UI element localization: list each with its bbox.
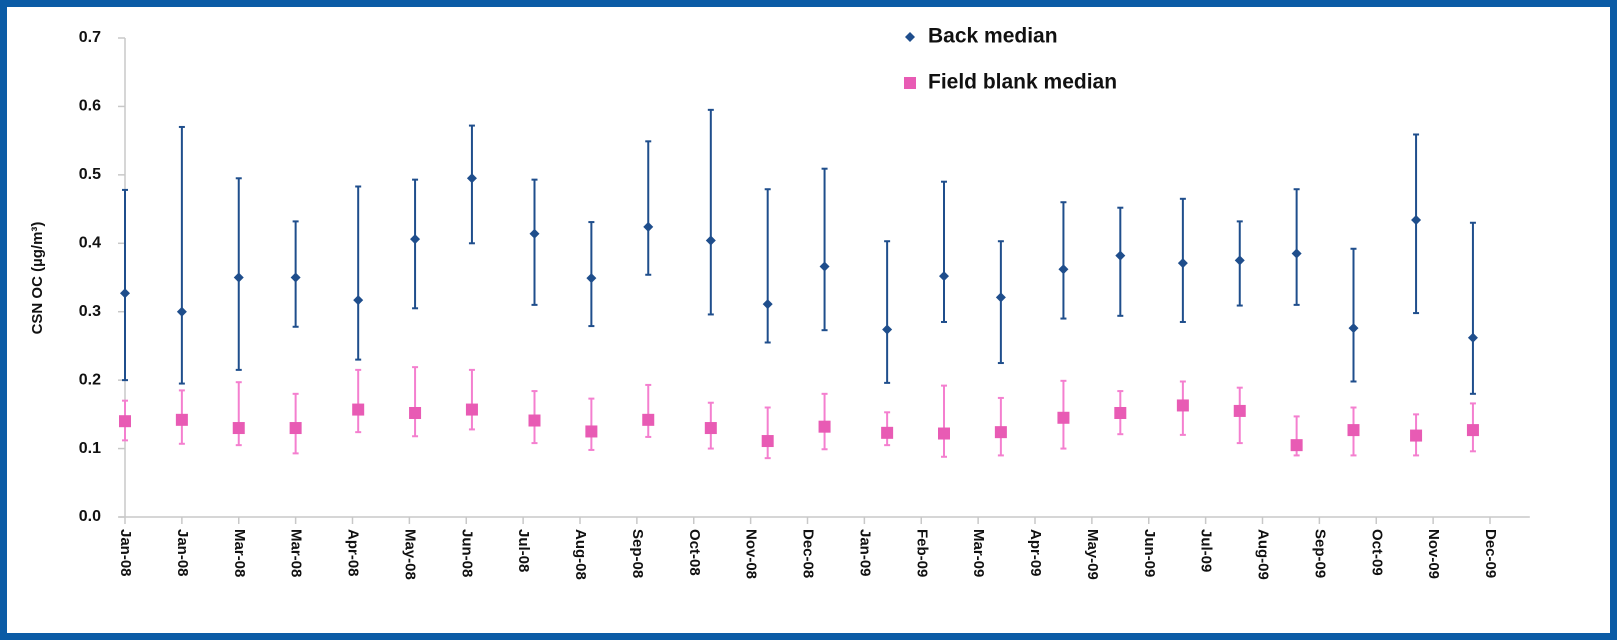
point	[995, 292, 1006, 303]
point	[1057, 411, 1070, 424]
y-tick-label: 0.5	[79, 166, 101, 183]
point	[176, 306, 187, 317]
x-tick-label: Jun-09	[1141, 529, 1158, 577]
y-tick-label: 0.3	[79, 303, 101, 320]
point	[409, 406, 422, 419]
legend-label: Back median	[928, 25, 1058, 48]
x-tick-label: Mar-09	[970, 529, 987, 577]
point	[1177, 258, 1188, 269]
x-tick-label: Oct-09	[1368, 529, 1385, 576]
x-tick-label: Mar-08	[288, 529, 305, 577]
point	[1115, 250, 1126, 261]
point	[466, 173, 477, 184]
point	[465, 403, 478, 416]
x-tick-label: Nov-09	[1425, 529, 1442, 579]
y-axis-label: CSN OC (µg/m³)	[29, 222, 46, 335]
y-tick-label: 0.4	[79, 235, 101, 252]
point	[289, 422, 302, 435]
x-tick-label: Dec-08	[800, 529, 817, 578]
point	[1233, 404, 1246, 417]
point	[1410, 429, 1423, 442]
point	[119, 415, 131, 428]
x-tick-label: Apr-08	[345, 529, 362, 577]
legend-marker	[905, 32, 915, 42]
point	[585, 425, 598, 438]
x-tick-label: Aug-09	[1255, 529, 1272, 580]
point	[528, 414, 541, 427]
point	[1058, 264, 1069, 275]
x-tick-label: Oct-08	[686, 529, 703, 576]
x-tick-label: Feb-09	[913, 529, 930, 577]
point	[1347, 424, 1360, 437]
point	[939, 271, 949, 282]
x-tick-label: Jul-09	[1198, 529, 1215, 572]
point	[1290, 439, 1303, 452]
x-tick-label: Nov-08	[743, 529, 760, 579]
point	[1176, 399, 1189, 412]
x-tick-label: Jun-08	[458, 529, 475, 577]
point	[938, 427, 950, 440]
point	[762, 299, 773, 310]
x-tick-label: Sep-08	[629, 529, 646, 578]
point	[994, 426, 1007, 439]
chart-frame	[7, 7, 1610, 633]
x-tick-label: Jan-09	[856, 529, 873, 577]
x-tick-label: Mar-08	[231, 529, 248, 577]
point	[529, 228, 540, 239]
point	[642, 413, 655, 426]
point	[410, 234, 421, 245]
point	[353, 295, 364, 306]
point	[232, 422, 245, 435]
point	[819, 261, 830, 272]
y-tick-label: 0.6	[79, 98, 101, 115]
point	[120, 288, 130, 299]
x-tick-label: Apr-09	[1027, 529, 1044, 577]
y-tick-label: 0.7	[79, 29, 101, 46]
point	[1348, 323, 1359, 334]
y-tick-label: 0.1	[79, 440, 101, 457]
point	[1466, 424, 1479, 437]
point	[1234, 255, 1245, 266]
point	[818, 420, 831, 433]
point	[233, 272, 244, 283]
y-tick-label: 0.2	[79, 371, 101, 388]
point	[705, 235, 716, 246]
x-tick-label: Jan-08	[117, 529, 134, 577]
point	[175, 413, 188, 426]
point	[1467, 332, 1478, 343]
x-tick-label: Aug-08	[572, 529, 589, 580]
point	[1114, 406, 1127, 419]
point	[704, 422, 717, 435]
point	[643, 221, 654, 232]
legend-marker	[904, 77, 916, 89]
x-tick-label: Jan-08	[174, 529, 191, 577]
x-tick-label: Sep-09	[1311, 529, 1328, 578]
point	[586, 273, 597, 284]
point	[1411, 215, 1422, 226]
point	[761, 435, 774, 448]
point	[882, 324, 893, 335]
point	[290, 272, 301, 283]
x-tick-label: May-09	[1084, 529, 1101, 580]
x-tick-label: Dec-09	[1482, 529, 1499, 578]
point	[352, 403, 365, 416]
y-tick-label: 0.0	[79, 508, 101, 525]
point	[1291, 248, 1302, 259]
x-tick-label: May-08	[401, 529, 418, 580]
point	[881, 426, 894, 439]
x-tick-label: Jul-08	[515, 529, 532, 572]
legend-label: Field blank median	[928, 71, 1117, 94]
